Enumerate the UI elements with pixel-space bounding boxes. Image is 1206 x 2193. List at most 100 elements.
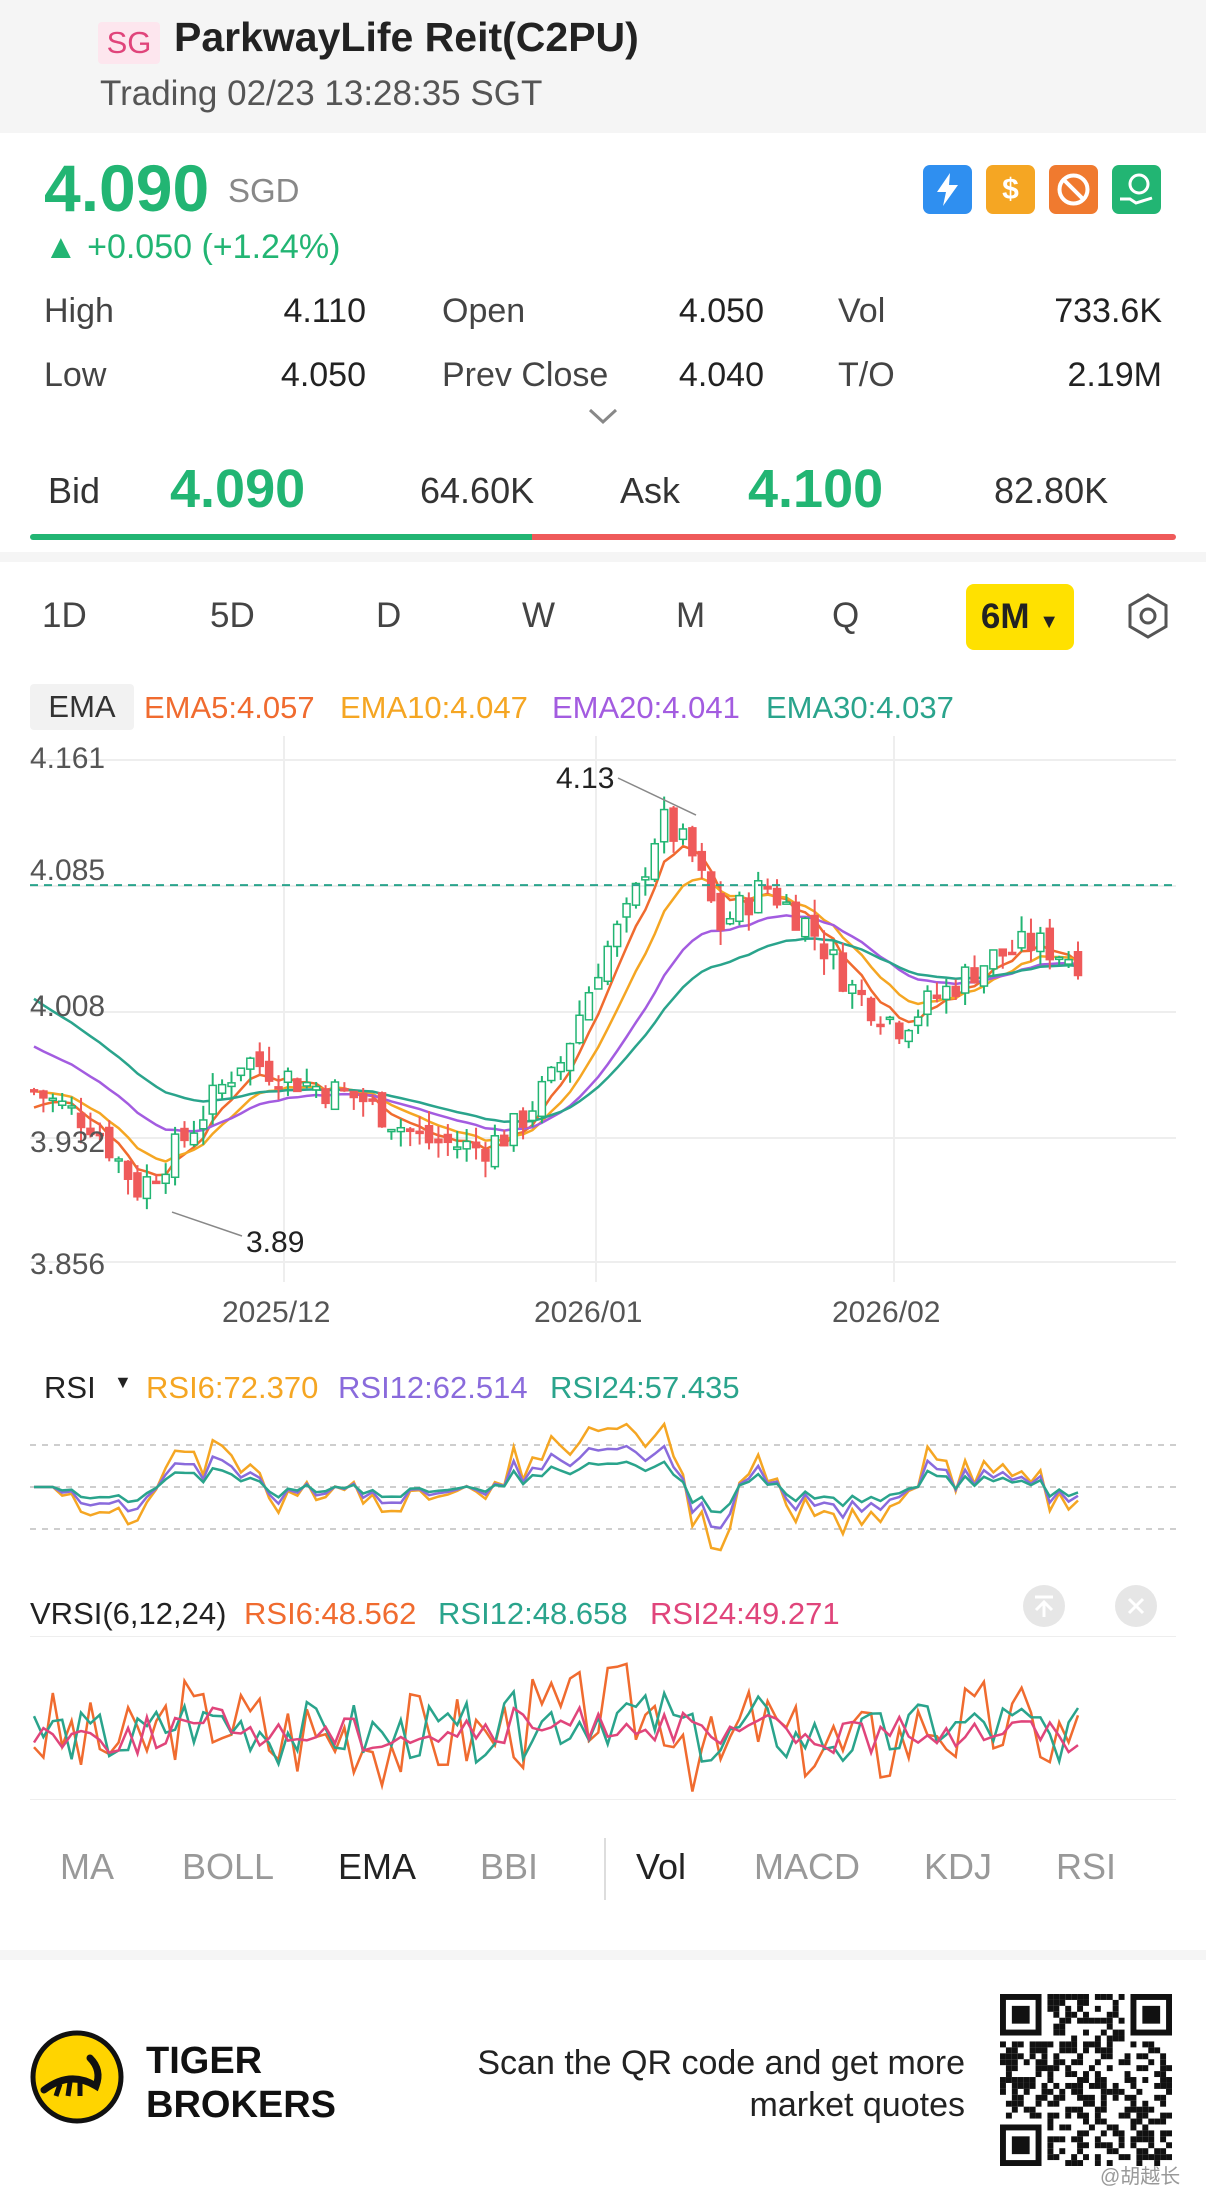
qr-module [1154,2071,1161,2078]
qr-module [1118,2136,1125,2143]
move-to-top-icon[interactable] [1022,1584,1066,1628]
qr-module [1023,2106,1030,2113]
qr-module [1166,2088,1172,2095]
candle-body [246,1057,255,1070]
qr-module [1118,2088,1125,2095]
chevron-down-icon[interactable] [586,404,620,428]
rsi-chart[interactable] [30,1412,1176,1562]
period-tab-1d[interactable]: 1D [42,596,87,635]
candle-body [791,901,801,931]
qr-module [1035,2065,1042,2072]
trading-status: Trading 02/23 13:28:35 SGT [100,74,543,113]
candle-body [405,1128,415,1133]
indicator-tab-ma[interactable]: MA [60,1846,114,1887]
qr-module [1136,2065,1143,2072]
candle-body [170,1133,180,1179]
candle-body [537,1080,547,1118]
indicator-tab-bbi[interactable]: BBI [480,1846,539,1887]
period-tab-5d[interactable]: 5D [210,596,255,635]
qr-module [1112,2130,1119,2137]
qr-module [1083,2011,1089,2018]
indicator-tab-boll[interactable]: BOLL [182,1846,275,1887]
rsi6-line [34,1421,1079,1552]
qr-module [1136,2148,1143,2155]
close-icon[interactable] [1114,1584,1158,1628]
no-short-icon[interactable] [1049,165,1098,214]
qr-module [1059,2029,1066,2036]
dollar-icon[interactable]: $ [986,165,1035,214]
price-tick: 3.856 [30,1248,106,1281]
ask-price[interactable]: 4.100 [748,459,884,519]
period-tab-m[interactable]: M [676,596,706,635]
qr-module [1142,2136,1149,2143]
qr-module [1065,2065,1072,2072]
indicator-tab-macd[interactable]: MACD [754,1846,860,1887]
vrsi24-legend: RSI24:49.271 [650,1596,840,1631]
qr-module [1094,2041,1101,2048]
candle-body [800,917,810,938]
qr-module [1041,2059,1048,2066]
qr-module [1029,2041,1036,2048]
candle-body [152,1180,161,1185]
candle-body [208,1084,217,1115]
indicator-tab-kdj[interactable]: KDJ [924,1846,993,1887]
candle-body [885,1016,895,1021]
qr-module [1112,2124,1119,2131]
qr-module [1094,2059,1101,2066]
qr-module [1005,2053,1012,2060]
qr-module [1106,2142,1113,2149]
qr-module [1071,2011,1078,2018]
qr-module [1160,2118,1167,2125]
qr-module [1000,2088,1006,2095]
indicator-tab-ema[interactable]: EMA [338,1846,417,1887]
qr-module [1100,1994,1107,2000]
caret-down-icon[interactable]: ▼ [114,1372,132,1392]
qr-module [1148,2118,1155,2125]
candle-body [678,828,688,841]
qr-module [1071,1994,1078,2000]
qr-module [1011,2082,1018,2089]
qr-module [1118,2029,1125,2036]
candle-body [876,1023,885,1028]
qr-module [1088,2017,1095,2024]
period-tab-w[interactable]: W [522,596,556,635]
qr-module [1160,2148,1167,2155]
period-tab-6m[interactable]: 6M ▼ [966,584,1074,650]
qr-module [1148,2041,1155,2048]
qr-module [1065,2005,1072,2012]
indicator-tab-rsi[interactable]: RSI [1056,1846,1117,1887]
hand-coin-icon[interactable] [1112,165,1161,214]
period-tab-q[interactable]: Q [832,596,860,635]
brand-line1: TIGER [146,2040,263,2082]
candlestick-chart[interactable] [30,736,1176,1282]
qr-module [1136,2130,1143,2137]
rsi-label[interactable]: RSI [44,1370,96,1405]
candle-body [67,1105,76,1109]
qr-module [1047,2136,1054,2143]
candle-body [518,1110,528,1128]
qr-module [1041,2094,1048,2101]
settings-icon[interactable] [1124,592,1172,640]
candle-body [763,885,772,890]
qr-module [1106,2017,1113,2024]
vrsi-chart[interactable] [30,1636,1176,1800]
qr-module [1065,2124,1072,2131]
bid-price[interactable]: 4.090 [170,459,306,519]
candle-body [1054,956,1064,961]
lightning-icon[interactable] [923,165,972,214]
qr-module [1053,2059,1060,2066]
qr-module [1000,2082,1006,2089]
ema-indicator-label[interactable]: EMA [30,684,134,730]
indicator-tab-vol[interactable]: Vol [636,1846,687,1887]
candle-body [396,1126,406,1133]
vrsi-label[interactable]: VRSI(6,12,24) [30,1596,227,1631]
prev-close-value: 4.040 [678,356,764,394]
period-tab-d[interactable]: D [376,596,402,635]
qr-finder-center [1142,2005,1161,2024]
bid-size: 64.60K [420,470,535,511]
qr-module [1118,2142,1125,2149]
candle-body [142,1176,152,1200]
candle-body [509,1112,518,1147]
ask-label: Ask [620,470,681,511]
candle-body [462,1140,471,1150]
